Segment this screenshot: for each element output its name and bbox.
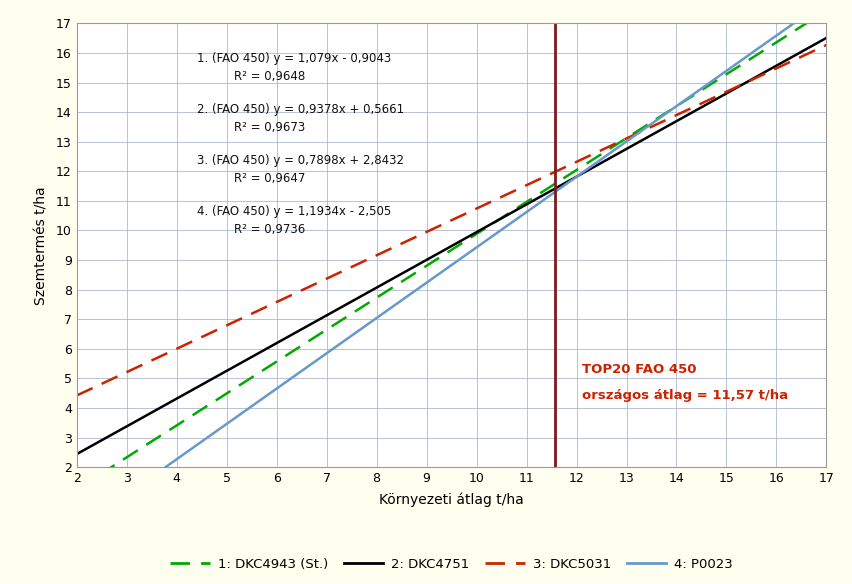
Text: 2. (FAO 450) y = 0,9378x + 0,5661: 2. (FAO 450) y = 0,9378x + 0,5661 <box>197 103 404 116</box>
Text: 1. (FAO 450) y = 1,079x - 0,9043: 1. (FAO 450) y = 1,079x - 0,9043 <box>197 52 391 65</box>
Y-axis label: Szemtermés t/ha: Szemtermés t/ha <box>35 186 49 305</box>
Text: R² = 0,9673: R² = 0,9673 <box>234 121 305 134</box>
Text: TOP20 FAO 450: TOP20 FAO 450 <box>582 363 696 376</box>
Text: 4. (FAO 450) y = 1,1934x - 2,505: 4. (FAO 450) y = 1,1934x - 2,505 <box>197 206 391 218</box>
Text: országos átlag = 11,57 t/ha: országos átlag = 11,57 t/ha <box>582 389 787 402</box>
X-axis label: Környezeti átlag t/ha: Környezeti átlag t/ha <box>379 492 524 506</box>
Legend: 1: DKC4943 (St.), 2: DKC4751, 3: DKC5031, 4: P0023: 1: DKC4943 (St.), 2: DKC4751, 3: DKC5031… <box>164 552 739 576</box>
Text: 3. (FAO 450) y = 0,7898x + 2,8432: 3. (FAO 450) y = 0,7898x + 2,8432 <box>197 154 404 167</box>
Text: R² = 0,9647: R² = 0,9647 <box>234 172 306 185</box>
Text: R² = 0,9648: R² = 0,9648 <box>234 70 305 83</box>
Text: R² = 0,9736: R² = 0,9736 <box>234 223 305 236</box>
